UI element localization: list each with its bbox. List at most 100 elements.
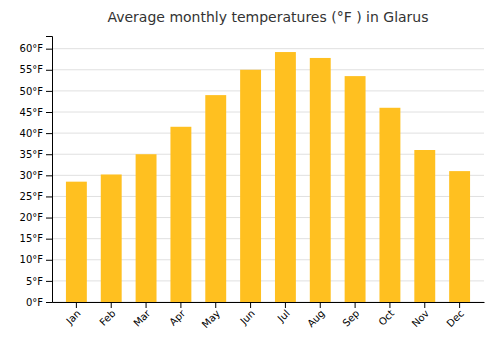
tick-label: May	[200, 308, 222, 330]
bars	[66, 52, 470, 302]
tick-mark	[459, 302, 460, 308]
bar	[170, 127, 191, 302]
tick-label: 20°F	[20, 212, 44, 223]
axis-line	[53, 302, 485, 303]
tick: 55°F	[20, 64, 52, 75]
tick-label: Jul	[275, 308, 292, 325]
tick: Apr	[167, 302, 188, 328]
tick: Jan	[63, 302, 82, 327]
tick: Dec	[445, 302, 466, 329]
tick-mark	[76, 302, 77, 308]
tick: 5°F	[26, 276, 52, 287]
title: Average monthly temperatures (°F ) in Gl…	[107, 9, 428, 25]
grid-line	[52, 69, 484, 70]
tick: Jul	[275, 302, 292, 325]
tick-label: Jan	[63, 308, 82, 327]
tick-label: 10°F	[20, 254, 44, 265]
tick-mark	[46, 260, 52, 261]
tick-label: Dec	[445, 308, 466, 329]
bar	[66, 182, 87, 302]
tick-mark	[46, 91, 52, 92]
tick: 45°F	[20, 107, 52, 118]
tick-label: Aug	[305, 308, 327, 330]
tick-mark	[46, 175, 52, 176]
tick: Jun	[237, 302, 257, 327]
tick-mark	[180, 302, 181, 308]
tick-label: 55°F	[20, 64, 44, 75]
plot: 0°F 5°F 10°F 15°F 20°F 25°F 30°F 35°F 40°F 45°F 50…	[20, 37, 485, 331]
tick-label: Sep	[340, 308, 361, 329]
grid	[52, 49, 484, 302]
bar	[414, 150, 435, 302]
tick: Oct	[376, 302, 396, 328]
grid-line	[52, 133, 484, 134]
tick: 60°F	[20, 43, 52, 54]
bar	[345, 76, 366, 302]
tick-mark	[46, 154, 52, 155]
tick-mark	[285, 302, 286, 308]
tick-label: 0°F	[26, 297, 43, 308]
tick-mark	[46, 302, 52, 303]
bar	[240, 70, 261, 302]
tick-mark	[46, 218, 52, 219]
bar	[101, 174, 122, 302]
tick-label: Feb	[97, 308, 117, 328]
tick-label: 45°F	[20, 107, 44, 118]
tick-label: 35°F	[20, 149, 44, 160]
tick: 40°F	[20, 128, 52, 139]
tick-label: 60°F	[20, 43, 44, 54]
x-axis: Jan Feb Mar Apr May Jun Jul Aug Sep Oct Nov Dec	[53, 302, 485, 330]
tick: 35°F	[20, 149, 52, 160]
tick-label: Jun	[237, 308, 257, 328]
tick-label: Oct	[376, 308, 396, 328]
tick: May	[200, 302, 222, 330]
tick-mark	[146, 302, 147, 308]
tick-mark	[46, 281, 52, 282]
tick-mark	[46, 196, 52, 197]
tick: 15°F	[20, 233, 52, 244]
chart: 0°F 5°F 10°F 15°F 20°F 25°F 30°F 35°F 40°F 45°F 50…	[0, 0, 500, 350]
tick-label: 5°F	[26, 276, 43, 287]
bar	[449, 171, 470, 302]
tick: 0°F	[26, 297, 52, 308]
tick: Mar	[131, 302, 153, 329]
tick-mark	[250, 302, 251, 308]
bar	[205, 95, 226, 302]
tick-label: 25°F	[20, 191, 44, 202]
bar	[379, 108, 400, 302]
tick-mark	[320, 302, 321, 308]
tick: Feb	[97, 302, 117, 328]
tick: 10°F	[20, 254, 52, 265]
tick-mark	[355, 302, 356, 308]
y-axis: 0°F 5°F 10°F 15°F 20°F 25°F 30°F 35°F 40°F 45°F 50…	[20, 37, 53, 308]
tick-mark	[111, 302, 112, 308]
tick-label: Mar	[131, 307, 153, 329]
bar	[310, 58, 331, 302]
tick-mark	[46, 112, 52, 113]
tick-mark	[46, 239, 52, 240]
tick-mark	[389, 302, 390, 308]
grid-line	[52, 90, 484, 91]
tick-label: 50°F	[20, 86, 44, 97]
tick-mark	[424, 302, 425, 308]
grid-line	[52, 112, 484, 113]
tick-mark	[46, 133, 52, 134]
bar	[136, 154, 157, 302]
tick: 30°F	[20, 170, 52, 181]
tick-label: 40°F	[20, 128, 44, 139]
bar	[275, 52, 296, 302]
axis-line	[46, 37, 53, 303]
tick: Aug	[305, 302, 327, 329]
tick-label: 30°F	[20, 170, 44, 181]
tick: 50°F	[20, 86, 52, 97]
tick-label: Apr	[167, 307, 188, 328]
tick-label: Nov	[410, 308, 432, 330]
tick: Sep	[340, 302, 361, 329]
tick: Nov	[410, 302, 432, 329]
grid-line	[52, 48, 484, 49]
tick-mark	[215, 302, 216, 308]
tick: 25°F	[20, 191, 52, 202]
tick-mark	[46, 70, 52, 71]
tick-mark	[46, 49, 52, 50]
tick-label: 15°F	[20, 233, 44, 244]
